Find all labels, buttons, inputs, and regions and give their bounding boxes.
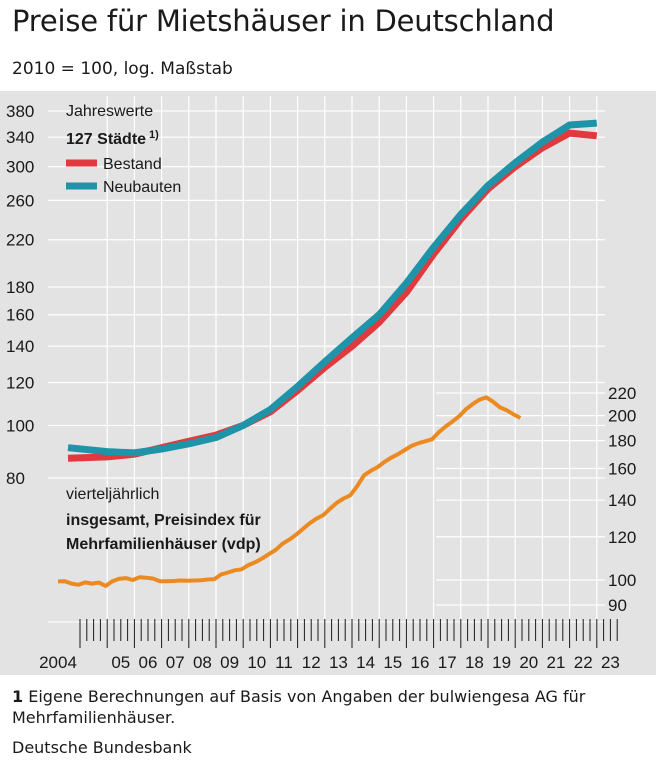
x-tick-label: 17 [438, 653, 457, 672]
y-tick-label: 120 [6, 373, 34, 392]
x-tick-label: 20 [519, 653, 538, 672]
x-tick-label: 19 [492, 653, 511, 672]
annotation-cities: 127 Städte 1) [66, 129, 159, 148]
footnote: 1 Eigene Berechnungen auf Basis von Anga… [12, 686, 652, 728]
x-tick-label: 08 [193, 653, 212, 672]
x-tick-label: 05 [111, 653, 130, 672]
y-tick-label: 380 [6, 102, 34, 121]
x-tick-label: 13 [329, 653, 348, 672]
x-tick-label: 06 [139, 653, 158, 672]
grid-lines [48, 96, 605, 640]
y-tick-label-right: 180 [608, 432, 636, 451]
bottom-y-axis-ticks: 220 200 180 160 140 120 100 90 [608, 384, 636, 615]
y-tick-label-right: 220 [608, 384, 636, 403]
legend-label-bestand: Bestand [103, 156, 162, 173]
top-y-axis-ticks: 380 340 300 260 220 180 160 140 120 100 80 [6, 102, 34, 488]
y-tick-label: 300 [6, 158, 34, 177]
y-tick-label: 180 [6, 278, 34, 297]
annotation-quarterly: vierteljährlich [66, 486, 159, 503]
footnote-text: Eigene Berechnungen auf Basis von Angabe… [12, 687, 586, 727]
y-tick-label: 140 [6, 337, 34, 356]
x-tick-label: 12 [302, 653, 321, 672]
x-axis: 2004 05 06 07 08 09 10 11 12 13 14 15 16 17 18 19 20 21 22… [39, 619, 620, 672]
annotation-vdp-line: Mehrfamilienhäuser (vdp) [66, 536, 261, 553]
annotation-vdp-line: insgesamt, Preisindex für [66, 512, 261, 529]
x-tick-label: 18 [465, 653, 484, 672]
series-line-neubauten [67, 119, 598, 457]
y-tick-label: 160 [6, 306, 34, 325]
footnote-number: 1 [12, 687, 24, 706]
x-tick-label: 10 [247, 653, 266, 672]
chart-title: Preise für Mietshäuser in Deutschland [12, 4, 555, 38]
x-tick-label: 11 [275, 653, 293, 672]
y-tick-label: 80 [6, 469, 25, 488]
x-tick-label: 15 [383, 653, 402, 672]
series-lines [57, 119, 598, 588]
x-tick-label: 09 [220, 653, 239, 672]
chart-subtitle: 2010 = 100, log. Maßstab [12, 59, 233, 79]
series-line-vdp [57, 395, 522, 588]
y-tick-label-right: 140 [608, 491, 636, 510]
annotation-vdp: insgesamt, Preisindex für Mehrfamilienhäu… [66, 512, 261, 553]
y-tick-label: 340 [6, 128, 34, 147]
y-tick-label-right: 160 [608, 460, 636, 479]
y-tick-label: 100 [6, 416, 34, 435]
y-tick-label: 220 [6, 231, 34, 250]
x-tick-label: 21 [547, 653, 566, 672]
x-tick-label: 2004 [39, 653, 77, 672]
y-tick-label-right: 200 [608, 407, 636, 426]
x-tick-label: 14 [356, 653, 375, 672]
annotation-annual: Jahreswerte [66, 103, 153, 120]
legend-label-neubauten: Neubauten [103, 179, 181, 196]
footnote-ref: 1) [149, 129, 159, 141]
x-tick-label: 22 [574, 653, 593, 672]
y-tick-label-right: 100 [608, 571, 636, 590]
y-tick-label-right: 90 [608, 596, 627, 615]
source: Deutsche Bundesbank [12, 738, 192, 757]
y-tick-label-right: 120 [608, 528, 636, 547]
x-tick-label: 07 [166, 653, 185, 672]
x-tick-label: 16 [411, 653, 430, 672]
y-tick-label: 260 [6, 191, 34, 210]
x-tick-label: 23 [601, 653, 620, 672]
